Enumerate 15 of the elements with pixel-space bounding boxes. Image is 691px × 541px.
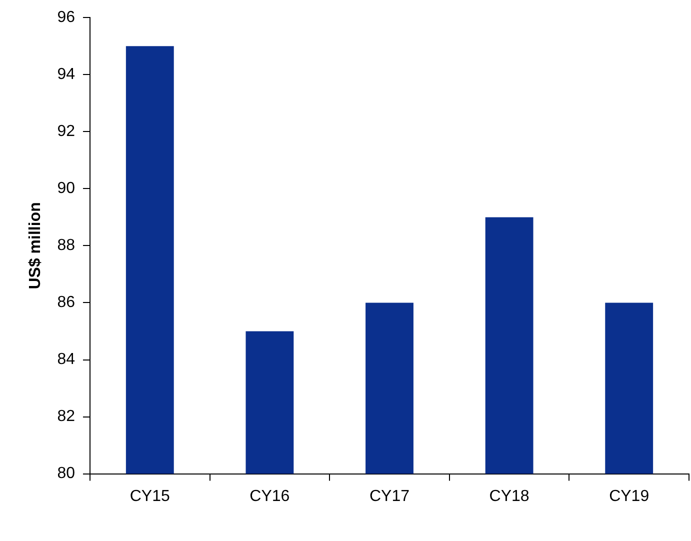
- y-tick-label: 82: [57, 408, 76, 426]
- y-tick-label: 88: [57, 237, 76, 254]
- y-tick-label: 96: [57, 9, 76, 26]
- x-tick-label: CY18: [489, 488, 530, 505]
- x-tick-label: CY19: [609, 488, 650, 505]
- x-tick-label: CY17: [369, 488, 410, 505]
- y-tick-label: 80: [57, 465, 76, 482]
- x-tick-label: CY15: [130, 488, 170, 505]
- y-tick-label: 94: [57, 66, 76, 84]
- y-tick-label: 92: [57, 123, 76, 140]
- y-tick-label: 84: [57, 351, 76, 368]
- y-tick-label: 86: [57, 294, 76, 312]
- x-tick-label: CY16: [250, 488, 290, 505]
- y-axis-title: US$ million: [27, 202, 44, 290]
- y-tick-label: 90: [57, 180, 76, 198]
